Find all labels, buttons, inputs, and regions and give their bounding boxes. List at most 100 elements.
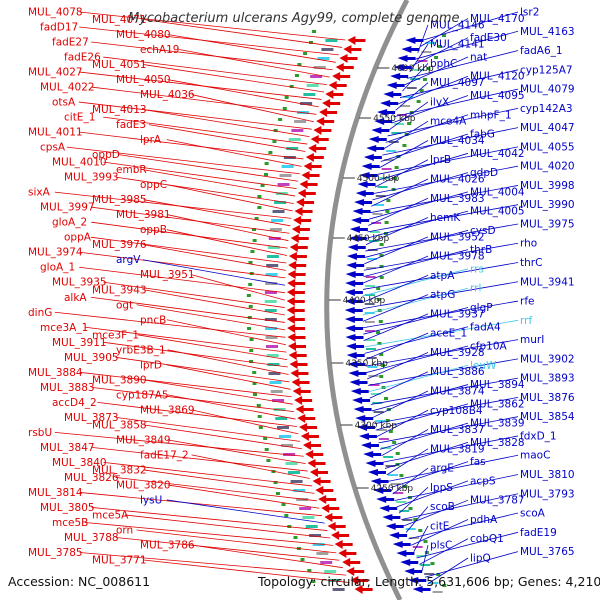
gene-label: MUL_4026 — [430, 174, 485, 186]
reverse-gene-mark — [383, 91, 402, 98]
gene-label: MUL_4010 — [52, 157, 107, 169]
reverse-gene-mark — [393, 64, 412, 71]
label-leader-line — [397, 75, 469, 105]
gene-label: MUL_4097 — [430, 77, 485, 89]
gc-mark — [252, 382, 257, 385]
label-leader-line — [371, 384, 469, 412]
gene-label: bphC — [430, 58, 457, 70]
label-leader-line — [54, 311, 286, 338]
gene-label: MUL_3854 — [520, 411, 575, 423]
gc-mark — [273, 481, 278, 484]
gene-label: rrs — [470, 263, 484, 275]
gc-mark — [424, 551, 429, 554]
label-leader-line — [363, 313, 429, 341]
feature-bar — [321, 48, 334, 51]
reverse-gene-mark — [344, 298, 363, 305]
feature-bar — [365, 339, 376, 341]
feature-bar — [265, 282, 278, 285]
gene-label: MUL_4146 — [430, 19, 485, 31]
gene-label: MUL_4042 — [470, 148, 525, 160]
gene-label: thrC — [520, 257, 542, 269]
gene-labels: MUL_4078 MUL_4071 fadD17 MUL_4080 fadE27 echA… — [28, 7, 575, 567]
gene-label: MUL_3832 — [92, 464, 147, 476]
label-leader-line — [398, 487, 429, 514]
feature-bar — [381, 168, 392, 170]
label-leader-line — [364, 326, 469, 354]
reverse-gene-mark — [374, 118, 393, 125]
gene-label: MUL_3974 — [28, 247, 83, 259]
label-leader-line — [90, 236, 287, 264]
label-leader-line — [103, 56, 327, 85]
reverse-gene-mark — [404, 568, 423, 575]
reverse-gene-mark — [371, 127, 390, 134]
gene-label: MUL_3941 — [520, 276, 575, 288]
forward-gene-mark — [288, 351, 307, 360]
forward-gene-mark — [316, 117, 335, 126]
forward-gene-mark — [331, 531, 350, 540]
label-leader-line — [378, 140, 429, 169]
gene-label: MUL_3819 — [430, 443, 485, 455]
label-leader-line — [362, 287, 469, 316]
gene-label: MUL_4047 — [520, 122, 575, 134]
gene-label: mhpF_1 — [470, 109, 512, 121]
gene-label: MUL_3993 — [64, 172, 119, 184]
label-leader-line — [143, 469, 315, 494]
reverse-gene-mark — [353, 406, 372, 413]
forward-gene-mark — [315, 486, 334, 495]
feature-bar — [402, 519, 413, 521]
reverse-gene-mark — [389, 532, 408, 539]
forward-gene-mark — [293, 216, 312, 225]
feature-bar — [403, 96, 414, 98]
reverse-gene-mark — [355, 415, 374, 422]
gc-mark — [273, 129, 278, 132]
feature-bar — [373, 411, 384, 413]
label-leader-line — [380, 133, 469, 162]
gc-mark — [379, 375, 384, 378]
gene-label: cpsA — [40, 142, 66, 154]
label-leader-line — [362, 294, 429, 322]
gc-mark — [392, 177, 397, 180]
gene-label: MUL_3847 — [40, 442, 95, 454]
gene-label: MUL_3826 — [64, 472, 119, 484]
gene-label: MUL_3902 — [520, 353, 575, 365]
label-leader-line — [79, 11, 346, 41]
gene-label: rho — [520, 238, 537, 250]
gc-mark — [249, 338, 254, 341]
feature-bar — [277, 183, 290, 186]
gene-label: MUL_4027 — [28, 67, 83, 79]
gene-label: MUL_3935 — [52, 277, 107, 289]
gc-mark — [388, 430, 393, 433]
feature-bar — [324, 570, 337, 573]
forward-gene-mark — [307, 459, 326, 468]
gene-label: dinG — [28, 307, 52, 319]
label-leader-line — [142, 169, 296, 197]
feature-bar — [385, 465, 396, 467]
forward-gene-mark — [290, 369, 309, 378]
label-leader-line — [363, 255, 429, 284]
gene-label: MUL_4079 — [520, 84, 575, 96]
feature-bar — [371, 222, 382, 224]
label-leader-line — [79, 492, 322, 517]
feature-bar — [432, 591, 443, 593]
reverse-gene-mark — [355, 190, 374, 197]
label-leader-line — [167, 34, 336, 63]
feature-bar — [364, 294, 375, 296]
gene-label: cyp142A3 — [520, 103, 573, 115]
reverse-gene-mark — [351, 217, 370, 224]
label-leader-line — [383, 435, 519, 463]
forward-gene-mark — [350, 576, 369, 585]
gc-mark — [312, 30, 317, 33]
forward-gene-mark — [286, 297, 305, 306]
label-leader-line — [115, 477, 317, 502]
reverse-gene-mark — [349, 379, 368, 386]
feature-bar — [266, 264, 279, 267]
reverse-gene-mark — [401, 46, 420, 53]
label-leader-line — [414, 30, 519, 60]
label-leader-line — [115, 537, 340, 561]
forward-gene-mark — [297, 414, 316, 423]
label-leader-line — [118, 154, 299, 182]
forward-gene-mark — [310, 135, 329, 144]
forward-gene-mark — [343, 45, 362, 54]
gc-mark — [293, 536, 298, 539]
gc-mark — [264, 162, 269, 165]
